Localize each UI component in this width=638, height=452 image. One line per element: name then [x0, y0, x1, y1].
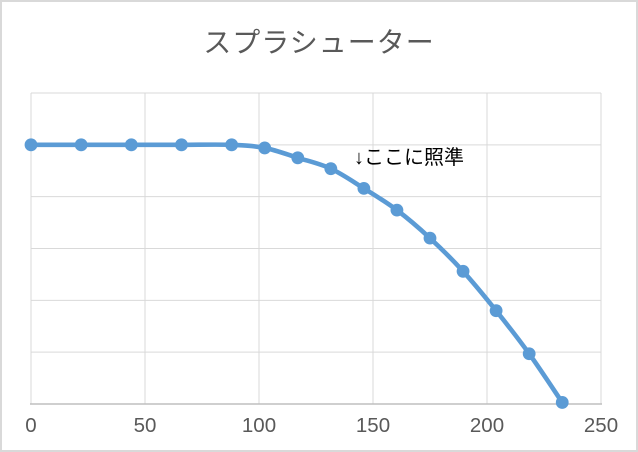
data-point-marker	[124, 138, 138, 152]
data-point-marker	[324, 162, 338, 176]
data-point-marker	[456, 264, 470, 278]
chart-title: スプラシューター	[203, 27, 435, 58]
x-tick-label: 250	[584, 414, 618, 437]
data-point-marker	[423, 231, 437, 245]
data-point-marker	[291, 151, 305, 165]
data-point-marker	[175, 138, 188, 152]
x-tick-label: 100	[242, 414, 276, 437]
data-point-marker	[225, 138, 239, 152]
aim-here-annotation: ↓ここに照準	[354, 147, 464, 169]
data-point-marker	[390, 203, 404, 217]
data-point-marker	[74, 138, 88, 152]
x-tick-label: 150	[356, 414, 390, 437]
x-tick-label: 200	[470, 414, 504, 437]
data-point-marker	[357, 181, 371, 195]
data-point-marker	[522, 347, 536, 361]
x-tick-label: 50	[134, 414, 157, 437]
x-tick-label: 0	[25, 414, 36, 437]
data-point-marker	[24, 138, 38, 152]
data-point-marker	[555, 396, 569, 409]
series-line	[28, 142, 565, 405]
data-point-marker	[258, 141, 272, 155]
data-point-marker	[489, 304, 503, 318]
